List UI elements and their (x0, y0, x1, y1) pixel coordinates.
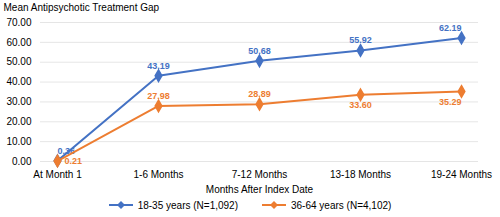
svg-text:At Month 1: At Month 1 (33, 169, 82, 180)
svg-text:30.00: 30.00 (6, 96, 31, 107)
svg-text:0.00: 0.00 (12, 156, 32, 167)
svg-text:40.00: 40.00 (6, 76, 31, 87)
svg-text:33.60: 33.60 (349, 100, 372, 110)
svg-text:7-12 Months: 7-12 Months (232, 169, 288, 180)
svg-text:0.21: 0.21 (65, 156, 83, 166)
svg-text:28.89: 28.89 (248, 89, 271, 99)
svg-text:60.00: 60.00 (6, 37, 31, 48)
svg-text:Mean Antipsychotic Treatment G: Mean Antipsychotic Treatment Gap (4, 2, 160, 13)
svg-text:55.92: 55.92 (349, 35, 372, 45)
svg-text:50.00: 50.00 (6, 56, 31, 67)
svg-text:50.68: 50.68 (248, 46, 271, 56)
svg-text:70.00: 70.00 (6, 17, 31, 28)
svg-text:35.29: 35.29 (439, 97, 462, 107)
svg-text:1-6 Months: 1-6 Months (133, 169, 183, 180)
svg-text:62.19: 62.19 (439, 23, 462, 33)
html-text:36-64 years (N=4,102): 36-64 years (N=4,102) (291, 199, 392, 211)
svg-text:43.19: 43.19 (147, 61, 170, 71)
svg-text:20.00: 20.00 (6, 116, 31, 127)
html-text:18-35 years (N=1,092): 18-35 years (N=1,092) (137, 199, 238, 211)
svg-text:13-18 Months: 13-18 Months (330, 169, 391, 180)
svg-text:19-24 Months: 19-24 Months (431, 169, 492, 180)
svg-text:10.00: 10.00 (6, 136, 31, 147)
svg-text:27.98: 27.98 (147, 91, 170, 101)
svg-text:0.36: 0.36 (58, 146, 76, 156)
svg-text:Months After Index Date: Months After Index Date (206, 184, 314, 195)
